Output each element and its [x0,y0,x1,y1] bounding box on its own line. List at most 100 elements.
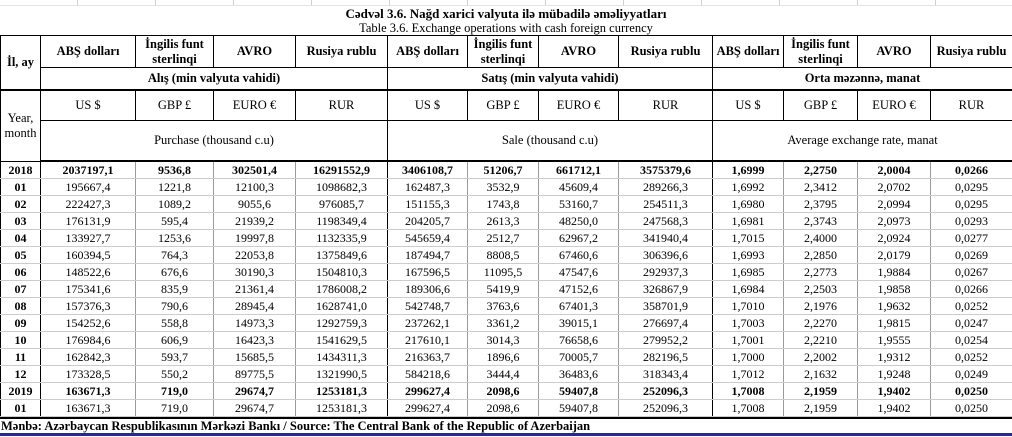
header-currency-usd: ABŞ dolları [387,35,468,68]
data-cell: 0,0277 [930,229,1012,247]
data-cell: 216363,7 [387,348,468,366]
data-cell: 764,3 [135,246,214,264]
table-row: 06 148522,6 676,6 30190,3 1504810,3 167596,5 1… [0,263,1012,281]
header-code-gbp: GBP £ [783,89,858,121]
header-code-eur: EURO € [213,89,296,121]
data-cell: 1,7003 [712,314,784,332]
data-cell: 217610,1 [387,331,468,349]
data-cell: 0,0267 [930,263,1012,281]
data-cell: 835,9 [135,280,214,298]
data-cell: 163671,3 [40,399,136,417]
data-cell: 2613,3 [467,212,539,230]
data-cell: 1,9312 [857,348,931,366]
data-cell: 187494,7 [387,246,468,264]
data-cell: 1221,8 [135,178,214,196]
data-cell: 299627,4 [387,399,468,417]
data-cell: 167596,5 [387,263,468,281]
data-cell: 0,0250 [930,399,1012,417]
data-cell: 175341,6 [40,280,136,298]
data-cell: 1292759,3 [295,314,388,332]
data-cell: 70005,7 [538,348,619,366]
data-cell: 1,6993 [712,246,784,264]
row-label: 03 [0,212,41,230]
data-cell: 12100,3 [213,178,296,196]
data-cell: 2,0924 [857,229,931,247]
header-currency-rub: Rusiya rublu [930,35,1012,68]
data-cell: 0,0295 [930,178,1012,196]
data-cell: 1321990,5 [295,365,388,383]
data-cell: 148522,6 [40,263,136,281]
data-cell: 2,3743 [783,212,858,230]
data-cell: 0,0266 [930,280,1012,298]
data-cell: 1434311,3 [295,348,388,366]
data-cell: 160394,5 [40,246,136,264]
data-cell: 542748,7 [387,297,468,315]
data-cell: 28945,4 [213,297,296,315]
data-cell: 593,7 [135,348,214,366]
data-cell: 2,1632 [783,365,858,383]
data-cell: 2,2503 [783,280,858,298]
data-cell: 279952,2 [618,331,713,349]
data-cell: 2,2773 [783,263,858,281]
table-row: 2018 2037197,1 9536,8 302501,4 16291552,9 340… [0,161,1012,179]
data-cell: 3444,4 [467,365,539,383]
data-cell: 2,2850 [783,246,858,264]
data-cell: 9055,6 [213,195,296,213]
data-cell: 3014,3 [467,331,539,349]
header-year-month-az: İl, ay [0,35,41,91]
data-cell: 0,0252 [930,348,1012,366]
data-cell: 545659,4 [387,229,468,247]
data-cell: 1786008,2 [295,280,388,298]
data-cell: 189306,6 [387,280,468,298]
data-cell: 204205,7 [387,212,468,230]
table-row: 01 163671,3 719,0 29674,7 1253181,3 299627,4 2… [0,399,1012,417]
data-cell: 1,9815 [857,314,931,332]
data-cell: 1198349,4 [295,212,388,230]
table-body: 2018 2037197,1 9536,8 302501,4 16291552,9 340… [0,161,1012,417]
data-cell: 0,0252 [930,297,1012,315]
table-title-en: Table 3.6. Exchange operations with cash… [359,21,653,35]
data-cell: 173328,5 [40,365,136,383]
header-year-month-en: Year, month [0,89,41,162]
data-cell: 1628741,0 [295,297,388,315]
data-cell: 1,6981 [712,212,784,230]
data-cell: 5419,9 [467,280,539,298]
data-cell: 19997,8 [213,229,296,247]
header-currency-eur: AVRO [213,35,296,68]
data-cell: 0,0254 [930,331,1012,349]
data-cell: 3532,9 [467,178,539,196]
table-row: 05 160394,5 764,3 22053,8 1375849,6 187494,7 8… [0,246,1012,264]
data-cell: 358701,9 [618,297,713,315]
data-cell: 1,6999 [712,161,784,179]
data-cell: 1,7008 [712,399,784,417]
data-cell: 89775,5 [213,365,296,383]
row-label: 2018 [0,161,41,179]
data-cell: 2,0973 [857,212,931,230]
data-cell: 1,7015 [712,229,784,247]
data-cell: 0,0247 [930,314,1012,332]
table-row: 12 173328,5 550,2 89775,5 1321990,5 584218,6 3… [0,365,1012,383]
row-label: 10 [0,331,41,349]
data-cell: 2098,6 [467,399,539,417]
data-cell: 1,6980 [712,195,784,213]
data-cell: 2,1976 [783,297,858,315]
table-row: 08 157376,3 790,6 28945,4 1628741,0 542748,7 3… [0,297,1012,315]
data-cell: 53160,7 [538,195,619,213]
header-currency-eur: AVRO [857,35,931,68]
data-cell: 302501,4 [213,161,296,179]
data-cell: 1,7000 [712,348,784,366]
data-cell: 133927,7 [40,229,136,247]
data-cell: 237262,1 [387,314,468,332]
data-cell: 62967,2 [538,229,619,247]
data-cell: 1541629,5 [295,331,388,349]
header-currency-rub: Rusiya rublu [618,35,713,68]
data-cell: 163671,3 [40,382,136,400]
data-cell: 276697,4 [618,314,713,332]
data-cell: 14973,3 [213,314,296,332]
header-code-rur: RUR [618,89,713,121]
data-cell: 252096,3 [618,399,713,417]
data-cell: 606,9 [135,331,214,349]
table-row: 2019 163671,3 719,0 29674,7 1253181,3 299627,… [0,382,1012,400]
data-cell: 16291552,9 [295,161,388,179]
